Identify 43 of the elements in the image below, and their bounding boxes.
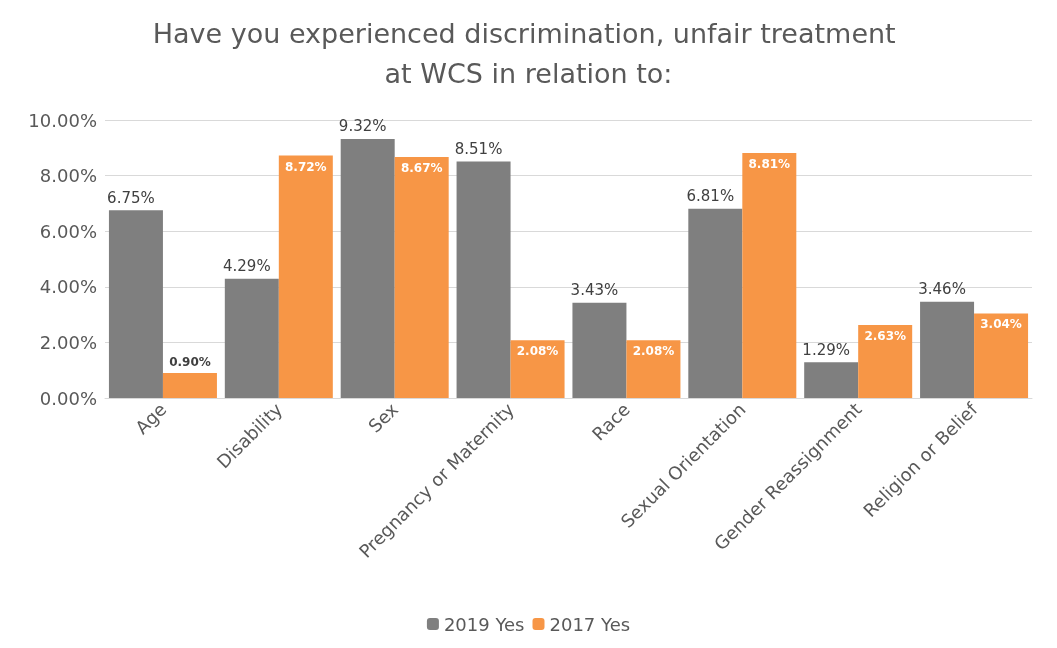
legend-label: 2019 Yes xyxy=(443,613,525,635)
legend-label: 2017 Yes xyxy=(549,613,631,635)
data-label: 8.72% xyxy=(284,159,327,174)
bar xyxy=(572,302,627,398)
data-label: 3.43% xyxy=(570,281,619,300)
bar xyxy=(510,340,565,398)
y-tick-label: 10.00% xyxy=(28,109,97,131)
y-tick-label: 0.00% xyxy=(39,387,97,409)
bar xyxy=(340,138,395,398)
y-tick-label: 6.00% xyxy=(39,220,97,242)
data-label: 2.08% xyxy=(516,344,559,359)
bar xyxy=(224,278,279,398)
data-label: 1.29% xyxy=(802,340,851,359)
y-tick-label: 8.00% xyxy=(39,165,97,187)
data-label: 8.81% xyxy=(748,157,791,172)
bar xyxy=(456,161,511,398)
data-label: 9.32% xyxy=(338,117,387,136)
data-label: 6.75% xyxy=(107,188,155,207)
bar xyxy=(688,208,743,398)
bar xyxy=(278,155,333,398)
data-label: 3.04% xyxy=(980,317,1022,332)
bar xyxy=(108,210,163,398)
bar xyxy=(394,156,449,398)
x-tick-label: Sex xyxy=(364,398,403,437)
data-label: 0.90% xyxy=(169,354,211,369)
data-label: 2.63% xyxy=(864,328,907,343)
bar xyxy=(858,324,913,398)
bar xyxy=(742,153,797,398)
bar xyxy=(162,372,217,398)
bar xyxy=(920,301,975,398)
data-label: 3.46% xyxy=(918,280,966,299)
data-label: 4.29% xyxy=(222,257,271,276)
data-label: 8.67% xyxy=(400,160,443,175)
x-tick-label: Age xyxy=(130,398,171,439)
bar xyxy=(974,313,1029,398)
data-label: 8.51% xyxy=(454,139,503,158)
y-tick-label: 4.00% xyxy=(39,276,97,298)
chart-title: Have you experienced discrimination, unfair treatment at WCS in relation to: xyxy=(152,17,905,89)
y-tick-label: 2.00% xyxy=(39,331,97,353)
bar xyxy=(626,340,681,398)
bar xyxy=(804,362,859,398)
data-label: 6.81% xyxy=(686,187,735,206)
data-label: 2.08% xyxy=(632,344,675,359)
